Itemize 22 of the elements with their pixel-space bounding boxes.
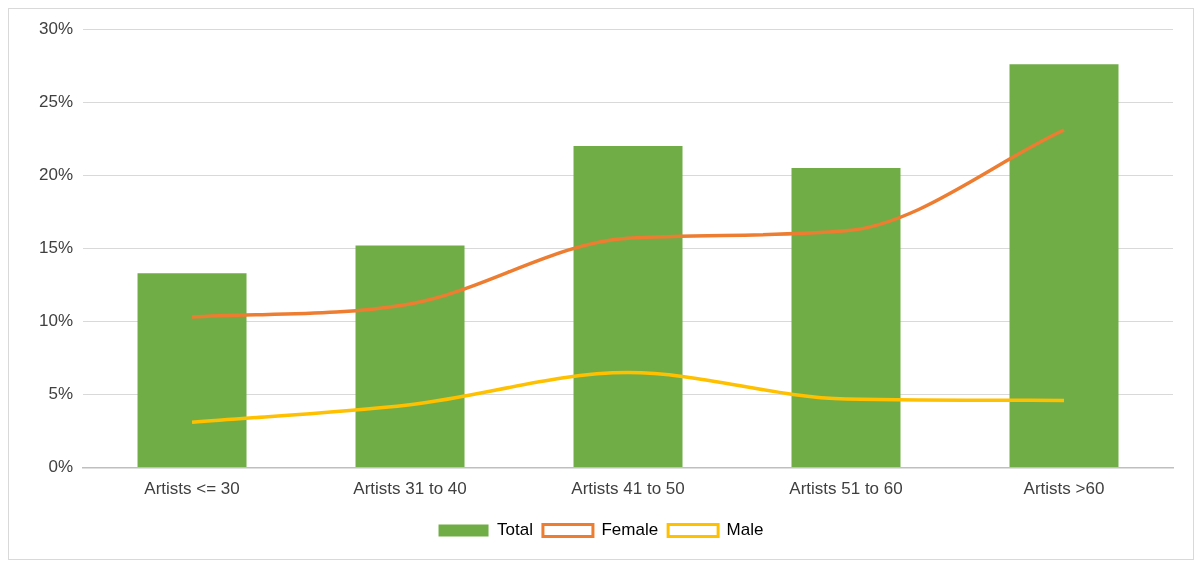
x-tick-label: Artists 31 to 40 — [353, 479, 467, 499]
y-tick-label: 15% — [38, 238, 74, 258]
x-tick-label: Artists >60 — [1023, 479, 1105, 499]
y-tick-label: 30% — [38, 18, 74, 38]
y-tick-label: 0% — [48, 457, 74, 477]
y-tick-label: 25% — [38, 91, 74, 111]
x-tick-label: Artists <= 30 — [144, 479, 240, 499]
x-tick-label: Artists 41 to 50 — [571, 479, 685, 499]
line-series — [190, 370, 1066, 425]
legend-label: Total — [497, 520, 533, 540]
bar — [791, 168, 901, 468]
y-tick-label: 10% — [38, 311, 74, 331]
bar — [573, 146, 683, 468]
line-series — [190, 128, 1066, 319]
y-tick-label: 20% — [38, 165, 74, 185]
bar — [1009, 64, 1119, 468]
bar — [355, 245, 465, 468]
y-tick-label: 5% — [48, 384, 74, 404]
x-tick-label: Artists 51 to 60 — [789, 479, 903, 499]
legend-label: Male — [726, 520, 764, 540]
bar — [137, 273, 247, 468]
legend-label: Female — [601, 520, 659, 540]
